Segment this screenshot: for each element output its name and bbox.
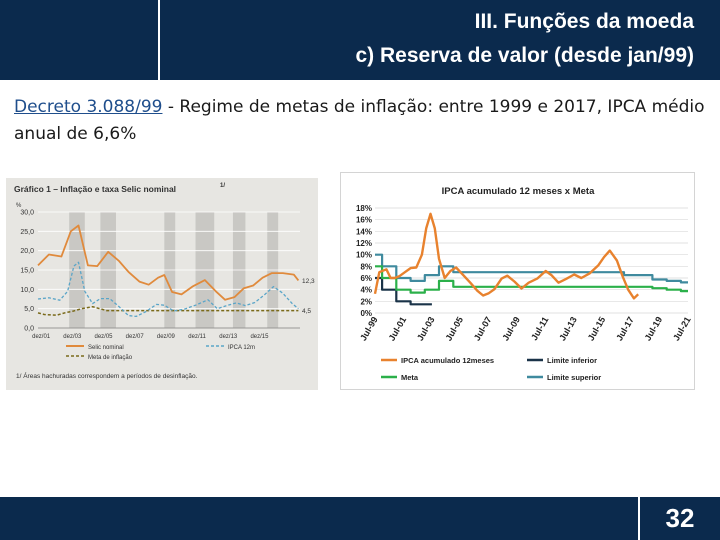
right-series-meta (375, 265, 688, 294)
right-series-ipca-acumulado-12meses (373, 212, 640, 300)
slide-footer (0, 497, 720, 540)
left-y-tick-label-5: 25,0 (20, 229, 34, 236)
right-x-tick-label-10: Jul-19 (643, 315, 665, 343)
left-chart-title-superscript: 1/ (220, 183, 225, 189)
right-series-limite-inferior (375, 276, 432, 306)
left-x-tick-label-6: dez/13 (219, 334, 238, 340)
left-chart-value-labels: 12,3 4,5 (302, 278, 315, 315)
ipca-vs-meta-chart: IPCA acumulado 12 meses x Meta 18% 16% 14%… (356, 186, 693, 382)
right-x-tick-label-11: Jul-21 (671, 315, 693, 343)
left-chart-gridlines (38, 211, 300, 329)
inflation-selic-chart: Gráfico 1 – Inflação e taxa Selic nomina… (14, 183, 315, 380)
right-y-tick-label-6: 6% (360, 274, 372, 283)
left-chart-y-ticks: 0,0 5,0 10,0 15,0 20,0 25,0 30,0 (20, 210, 34, 333)
right-y-tick-label-7: 4% (360, 286, 372, 295)
right-y-tick-label-3: 12% (356, 239, 372, 248)
left-chart-x-ticks: dez/01 dez/03 dez/05 dez/07 dez/09 dez/11 dez/… (32, 334, 269, 340)
decree-link[interactable]: Decreto 3.088/99 (14, 97, 163, 117)
intro-paragraph: Decreto 3.088/99 - Regime de metas de in… (14, 94, 714, 148)
left-value-label-1: 4,5 (302, 308, 311, 315)
left-y-tick-label-0: 0,0 (24, 326, 34, 333)
right-x-tick-label-5: Jul-09 (500, 315, 522, 343)
legend-label-limite-superior: Limite superior (547, 373, 601, 382)
right-x-tick-label-2: Jul-03 (415, 315, 437, 343)
right-chart-x-ticks: Jul-99 Jul-01 Jul-03 Jul-05 Jul-07 Jul-09 Jul-… (358, 315, 693, 343)
right-y-tick-label-2: 14% (356, 227, 372, 236)
page-number: 32 (638, 497, 720, 540)
right-y-tick-label-4: 10% (356, 251, 372, 260)
right-x-tick-label-6: Jul-11 (529, 315, 550, 342)
footer-divider (0, 495, 720, 497)
left-value-label-0: 12,3 (302, 278, 315, 285)
inflation-selic-chart-panel: Gráfico 1 – Inflação e taxa Selic nomina… (6, 178, 318, 390)
left-chart-title: Gráfico 1 – Inflação e taxa Selic nomina… (14, 184, 176, 194)
header-divider (0, 80, 720, 82)
ipca-vs-meta-chart-panel: IPCA acumulado 12 meses x Meta 18% 16% 14%… (340, 172, 695, 390)
right-x-tick-label-8: Jul-15 (586, 315, 608, 343)
right-y-tick-label-0: 18% (356, 204, 372, 213)
right-x-tick-label-7: Jul-13 (557, 315, 579, 343)
left-x-tick-label-4: dez/09 (157, 334, 176, 340)
left-chart-footnote: 1/ Áreas hachuradas correspondem a perío… (16, 371, 198, 380)
left-chart-series (37, 224, 300, 318)
legend-label-meta-inflacao: Meta de inflação (88, 355, 133, 361)
intro-text: - Regime de metas de inflação: entre 199… (14, 97, 705, 144)
right-y-tick-label-8: 2% (360, 297, 372, 306)
left-y-tick-label-4: 20,0 (20, 248, 34, 255)
left-series-selic-nominal (37, 224, 300, 301)
left-chart-ylabel: % (16, 203, 22, 209)
slide-header (0, 0, 720, 80)
right-y-tick-label-9: 0% (360, 309, 372, 318)
left-series-meta-de-inflacao (37, 305, 299, 316)
right-y-tick-label-5: 8% (360, 262, 372, 271)
right-chart-title: IPCA acumulado 12 meses x Meta (442, 186, 595, 197)
legend-label-limite-inferior: Limite inferior (547, 356, 597, 365)
left-x-tick-label-1: dez/03 (63, 334, 82, 340)
slide-title: III. Funções da moeda (474, 10, 694, 33)
left-y-tick-label-1: 5,0 (24, 306, 34, 313)
legend-label-meta: Meta (401, 373, 419, 382)
legend-label-selic: Selic nominal (88, 345, 124, 351)
header-accent-block (0, 0, 160, 80)
left-y-tick-label-2: 10,0 (20, 287, 34, 294)
right-x-tick-label-0: Jul-99 (358, 315, 380, 343)
left-x-tick-label-7: dez/15 (250, 334, 269, 340)
left-x-tick-label-2: dez/05 (94, 334, 113, 340)
right-chart-series (373, 212, 688, 306)
left-x-tick-label-0: dez/01 (32, 334, 51, 340)
legend-label-ipca-acumulado: IPCA acumulado 12meses (401, 356, 494, 365)
right-x-tick-label-9: Jul-17 (614, 315, 636, 343)
right-chart-y-ticks: 18% 16% 14% 12% 10% 8% 6% 4% 2% 0% (356, 204, 372, 318)
legend-label-ipca-12m: IPCA 12m (228, 345, 255, 351)
left-x-tick-label-5: dez/11 (188, 334, 206, 340)
slide-subtitle: c) Reserva de valor (desde jan/99) (355, 44, 695, 67)
left-y-tick-label-3: 15,0 (20, 268, 34, 275)
right-x-tick-label-4: Jul-07 (472, 315, 494, 343)
left-y-tick-label-6: 30,0 (20, 210, 34, 217)
right-chart-gridlines (375, 207, 688, 314)
right-x-tick-label-1: Jul-01 (387, 315, 409, 343)
left-x-tick-label-3: dez/07 (126, 334, 145, 340)
right-chart-legend: IPCA acumulado 12meses Limite inferior M… (381, 356, 601, 382)
right-y-tick-label-1: 16% (356, 216, 372, 225)
right-x-tick-label-3: Jul-05 (443, 315, 465, 343)
left-chart-legend: Selic nominal IPCA 12m Meta de inflação (66, 345, 255, 361)
right-series-limite-superior (375, 253, 688, 284)
